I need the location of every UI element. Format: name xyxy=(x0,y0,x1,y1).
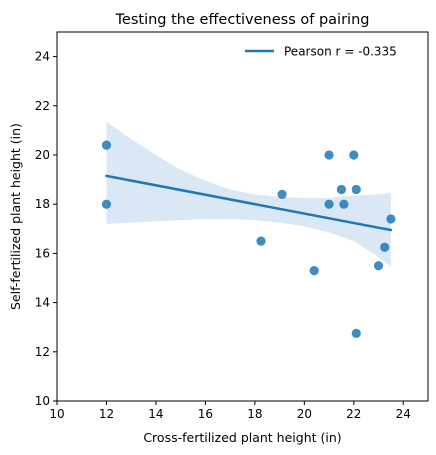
y-tick-label: 18 xyxy=(35,197,50,211)
data-point xyxy=(101,140,112,150)
x-tick-label: 14 xyxy=(148,407,163,421)
data-point xyxy=(256,236,266,246)
data-point xyxy=(351,184,361,195)
data-point xyxy=(380,242,390,252)
x-tick-label: 22 xyxy=(346,407,361,421)
plot-area xyxy=(101,121,396,338)
x-tick-label: 18 xyxy=(247,407,262,421)
regression-line xyxy=(105,174,393,232)
chart-title: Testing the effectiveness of pairing xyxy=(115,12,370,28)
y-tick-label: 10 xyxy=(35,394,50,408)
data-point xyxy=(336,184,347,195)
x-tick-label: 12 xyxy=(99,407,114,421)
data-point xyxy=(277,189,287,199)
y-tick-label: 16 xyxy=(35,246,50,260)
data-point xyxy=(351,328,361,338)
y-tick-label: 20 xyxy=(35,148,50,162)
y-tick-label: 12 xyxy=(35,345,50,359)
axes-frame xyxy=(56,31,429,402)
data-point xyxy=(339,199,349,209)
x-tick-label: 10 xyxy=(49,407,64,421)
y-tick-label: 24 xyxy=(35,50,50,64)
legend-label: Pearson r = -0.335 xyxy=(284,45,397,59)
data-point xyxy=(324,199,334,209)
x-tick-label: 16 xyxy=(198,407,213,421)
x-tick-label: 20 xyxy=(297,407,312,421)
y-tick-label: 22 xyxy=(35,99,50,113)
x-tick-label: 24 xyxy=(396,407,411,421)
data-point xyxy=(349,150,359,160)
legend: Pearson r = -0.335 xyxy=(245,45,397,59)
data-point xyxy=(309,266,319,276)
data-point xyxy=(101,199,112,209)
data-point xyxy=(386,214,396,224)
data-point xyxy=(373,261,384,271)
confidence-band xyxy=(106,121,391,267)
y-axis-label: Self-fertilized plant height (in) xyxy=(8,123,23,310)
data-point xyxy=(324,150,334,160)
x-axis-label: Cross-fertilized plant height (in) xyxy=(143,430,341,445)
y-tick-label: 14 xyxy=(35,296,50,310)
